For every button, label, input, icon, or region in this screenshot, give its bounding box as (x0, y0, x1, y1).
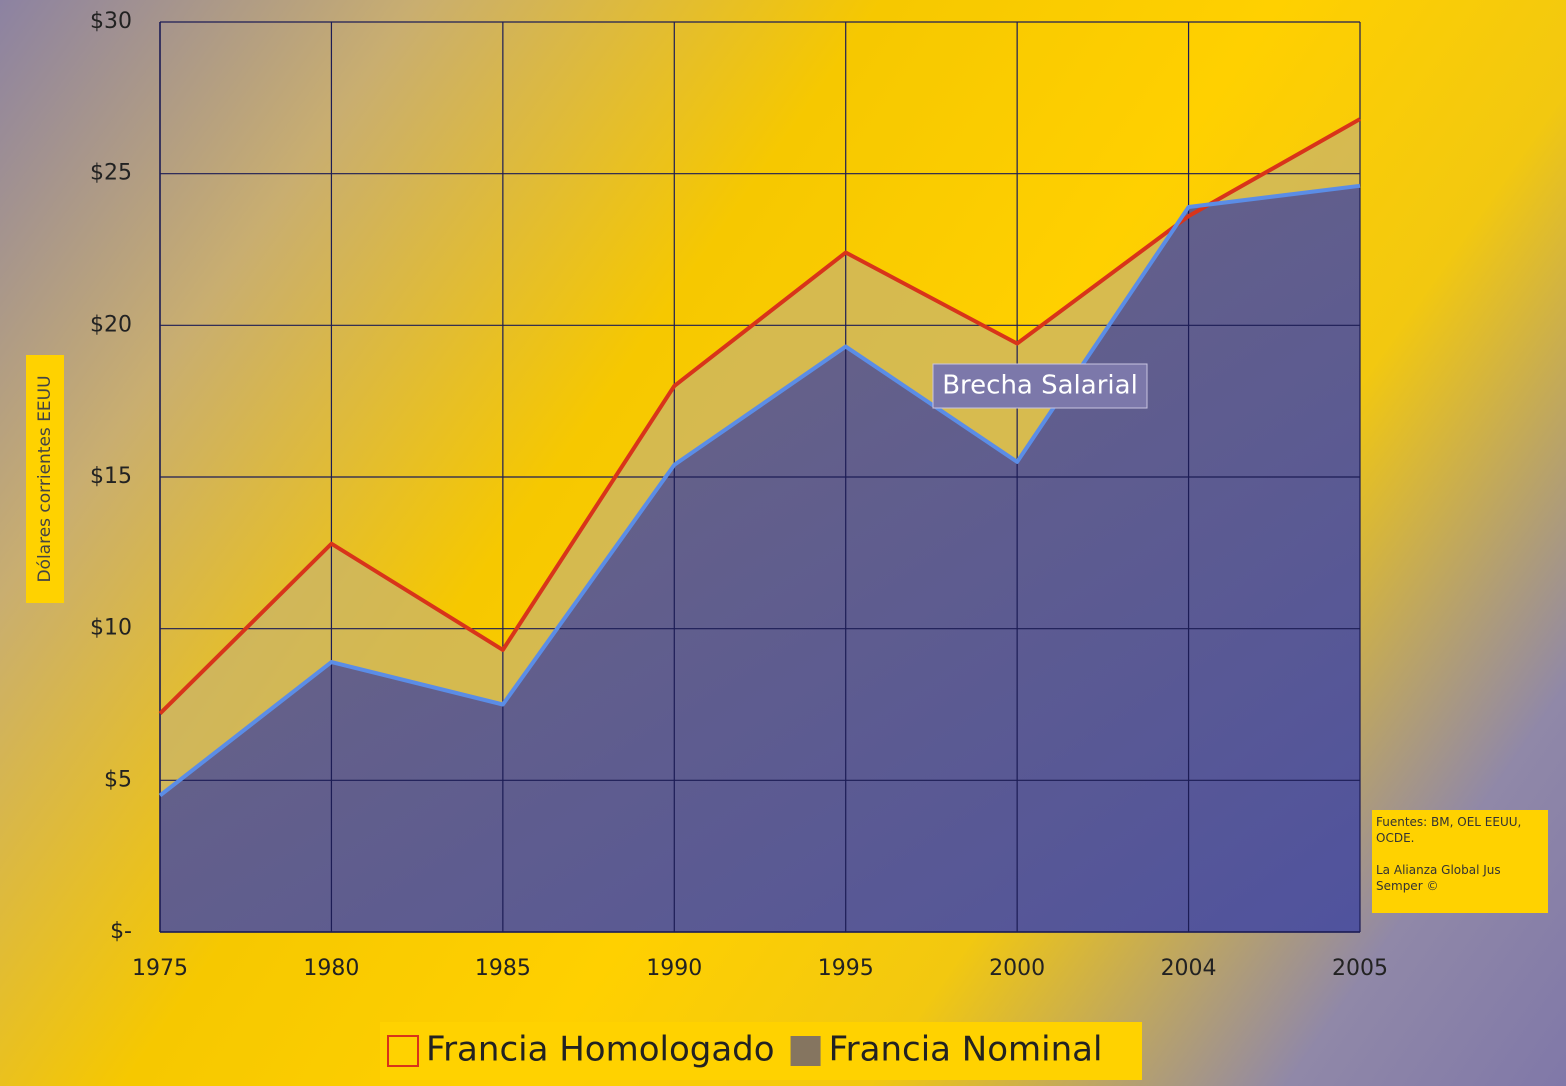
y-axis-label: Dólares corrientes EEUU (35, 375, 55, 582)
legend-swatch (387, 1035, 419, 1067)
source-line: Fuentes: BM, OEL EEUU, OCDE. (1376, 815, 1522, 845)
ylabel-box (26, 355, 64, 603)
legend-label: Francia Nominal (829, 1030, 1103, 1070)
x-tick-label: 2004 (1161, 956, 1217, 981)
line (158, 183, 1361, 798)
x-tick-label: 1995 (818, 956, 874, 981)
source-line: La Alianza Global Jus Semper © (1376, 863, 1501, 893)
x-tick-label: 1975 (132, 956, 188, 981)
line (158, 117, 1361, 716)
x-tick-label: 2000 (989, 956, 1045, 981)
legend-label: Francia Homologado (426, 1030, 775, 1070)
x-tick-label: 1990 (646, 956, 702, 981)
y-tick-label: $25 (90, 161, 132, 186)
y-tick-label: $5 (104, 767, 132, 792)
x-tick-label: 1980 (303, 956, 359, 981)
y-tick-label: $20 (90, 312, 132, 337)
y-tick-label: $30 (90, 9, 132, 34)
y-tick-label: $10 (90, 616, 132, 641)
area (160, 185, 1360, 933)
legend-swatch (790, 1036, 821, 1066)
x-tick-label: 2005 (1332, 956, 1388, 981)
source-note: Fuentes: BM, OEL EEUU, OCDE. La Alianza … (1372, 810, 1548, 913)
y-tick-label: $- (110, 919, 132, 944)
y-tick-label: $15 (90, 464, 132, 489)
annotation: Brecha Salarial (942, 371, 1138, 401)
x-tick-label: 1985 (475, 956, 531, 981)
annotation-box (932, 363, 1148, 409)
legend-box (380, 1022, 1142, 1080)
